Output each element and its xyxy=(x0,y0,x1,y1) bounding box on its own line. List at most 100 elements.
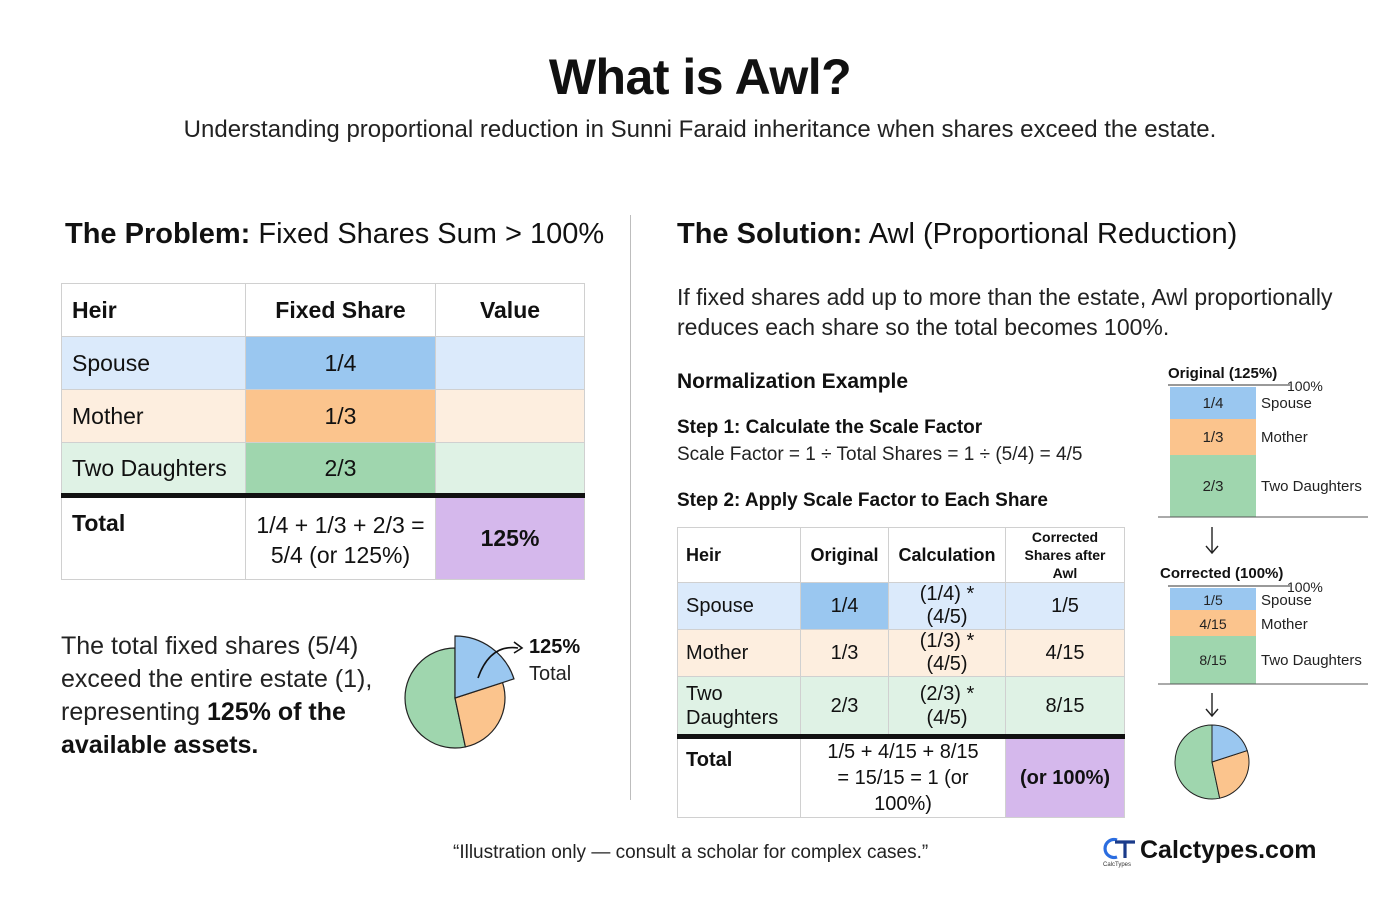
step1-title: Step 1: Calculate the Scale Factor xyxy=(677,417,983,438)
pie-slice-daughters xyxy=(404,647,467,749)
header-value: Value xyxy=(435,283,585,337)
original-cell: 2/3 xyxy=(800,676,889,737)
corrected-cell: 1/5 xyxy=(1005,582,1125,630)
total-sum: 1/4 + 1/3 + 2/3 = 5/4 (or 125%) xyxy=(245,493,436,580)
problem-description: The total fixed shares (5/4) exceed the … xyxy=(61,630,401,762)
total-sum-line1: 1/4 + 1/3 + 2/3 = xyxy=(256,512,425,538)
header-heir: Heir xyxy=(61,283,246,337)
original-bar-title: Original (125%) xyxy=(1168,365,1277,382)
arrow-head-icon xyxy=(513,641,524,654)
problem-description-bold: 125% of the available assets. xyxy=(61,698,346,759)
calc-cell: (2/3) * (4/5) xyxy=(888,676,1006,737)
original-seg-daughters-value: 2/3 xyxy=(1203,478,1224,495)
heir-cell: Two Daughters xyxy=(677,676,801,737)
corrected-seg-mother-value: 4/15 xyxy=(1199,616,1226,632)
problem-description-text: The total fixed shares (5/4) exceed the … xyxy=(61,632,373,726)
value-cell xyxy=(435,336,585,390)
pie-label-total: Total xyxy=(529,663,571,685)
header-heir: Heir xyxy=(677,527,801,583)
brand-name: Calctypes.com xyxy=(1140,836,1317,864)
problem-heading-bold: The Problem: xyxy=(65,218,251,250)
pie-slice-mother xyxy=(454,681,506,748)
original-cell: 1/3 xyxy=(800,629,889,677)
table-row: Two Daughters 2/3 xyxy=(61,442,585,496)
solution-description: If fixed shares add up to more than the … xyxy=(677,284,1333,340)
original-seg-mother xyxy=(1170,419,1256,455)
share-cell: 2/3 xyxy=(245,442,436,496)
down-arrow-head-icon xyxy=(1205,708,1219,718)
pie-label-pct: 125% xyxy=(529,636,580,658)
corrected-bar-title: Corrected (100%) xyxy=(1160,565,1283,582)
down-arrow-head-icon xyxy=(1205,545,1219,555)
total-row: Total 1/4 + 1/3 + 2/3 = 5/4 (or 125%) 12… xyxy=(61,493,585,580)
step1-formula: Scale Factor = 1 ÷ Total Shares = 1 ÷ (5… xyxy=(677,444,1083,465)
total-sum: 1/5 + 4/15 + 8/15 = 15/15 = 1 (or 100%) xyxy=(800,734,1006,818)
heir-cell: Two Daughters xyxy=(61,442,246,496)
table-row: Mother 1/3 xyxy=(61,389,585,443)
corrected-seg-daughters-value: 8/15 xyxy=(1199,652,1226,668)
original-seg-daughters-label: Two Daughters xyxy=(1261,478,1362,495)
problem-heading-rest: Fixed Shares Sum > 100% xyxy=(250,218,605,250)
corrected-seg-daughters xyxy=(1170,636,1256,684)
original-seg-spouse xyxy=(1170,387,1256,419)
corrected-seg-mother-label: Mother xyxy=(1261,616,1308,633)
heir-cell: Spouse xyxy=(677,582,801,630)
value-cell xyxy=(435,442,585,496)
original-seg-daughters xyxy=(1170,455,1256,517)
disclaimer-note: “Illustration only — consult a scholar f… xyxy=(453,842,929,863)
pie-slice-mother xyxy=(1211,749,1250,799)
solution-table: Heir Original Calculation Corrected Shar… xyxy=(677,527,1125,818)
total-sum-line2: 5/4 (or 125%) xyxy=(270,542,411,568)
table-row: Spouse 1/4 xyxy=(61,336,585,390)
calctypes-logo-icon xyxy=(1103,837,1135,860)
page-subtitle: Understanding proportional reduction in … xyxy=(183,116,1217,143)
section-divider xyxy=(630,215,631,800)
heir-cell: Spouse xyxy=(61,336,246,390)
solution-heading-rest: Awl (Proportional Reduction) xyxy=(862,218,1238,250)
normalization-bars: Original (125%) 100% 1/4 1/3 2/3 Spouse … xyxy=(1158,365,1368,800)
table-header-row: Heir Original Calculation Corrected Shar… xyxy=(677,527,1125,583)
original-seg-spouse-value: 1/4 xyxy=(1203,395,1224,412)
table-header-row: Heir Fixed Share Value xyxy=(61,283,585,337)
share-cell: 1/4 xyxy=(245,336,436,390)
corrected-cell: 8/15 xyxy=(1005,676,1125,737)
total-label: Total xyxy=(677,734,801,818)
solution-heading: The Solution: Awl (Proportional Reductio… xyxy=(677,218,1237,251)
solution-heading-bold: The Solution: xyxy=(677,218,863,250)
header-calculation: Calculation xyxy=(888,527,1006,583)
original-seg-spouse-label: Spouse xyxy=(1261,395,1312,412)
pie-slice-daughters xyxy=(1174,724,1221,800)
overflow-arrow-icon xyxy=(477,646,519,679)
brand-sub: CalcTypes xyxy=(1103,862,1132,868)
corrected-seg-daughters-label: Two Daughters xyxy=(1261,652,1362,669)
total-value: 125% xyxy=(435,493,585,580)
original-cell: 1/4 xyxy=(800,582,889,630)
value-cell xyxy=(435,389,585,443)
problem-table: Heir Fixed Share Value Spouse 1/4 Mother… xyxy=(61,283,585,580)
share-cell: 1/3 xyxy=(245,389,436,443)
total-label: Total xyxy=(61,493,246,580)
corrected-cell: 4/15 xyxy=(1005,629,1125,677)
corrected-seg-spouse-value: 1/5 xyxy=(1203,592,1223,608)
overflow-pie-chart: 125% Total xyxy=(404,635,580,749)
original-seg-mother-label: Mother xyxy=(1261,429,1308,446)
header-corrected: Corrected Shares after Awl xyxy=(1005,527,1125,583)
step2-title: Step 2: Apply Scale Factor to Each Share xyxy=(677,490,1048,511)
problem-heading: The Problem: Fixed Shares Sum > 100% xyxy=(65,218,604,251)
table-row: Mother 1/3 (1/3) * (4/5) 4/15 xyxy=(677,629,1125,677)
total-value: (or 100%) xyxy=(1005,734,1125,818)
corrected-seg-mother xyxy=(1170,610,1256,636)
heir-cell: Mother xyxy=(677,629,801,677)
pie-slice-spouse xyxy=(1211,724,1248,763)
original-100-marker: 100% xyxy=(1287,378,1323,394)
total-sum-line1: 1/5 + 4/15 + 8/15 xyxy=(827,741,979,763)
total-row: Total 1/5 + 4/15 + 8/15 = 15/15 = 1 (or … xyxy=(677,734,1125,818)
corrected-seg-spouse xyxy=(1170,588,1256,610)
total-sum-line2: = 15/15 = 1 (or 100%) xyxy=(837,767,969,815)
original-seg-mother-value: 1/3 xyxy=(1203,429,1224,446)
table-row: Spouse 1/4 (1/4) * (4/5) 1/5 xyxy=(677,582,1125,630)
header-original: Original xyxy=(800,527,889,583)
corrected-100-marker: 100% xyxy=(1287,579,1323,595)
header-fixed-share: Fixed Share xyxy=(245,283,436,337)
corrected-seg-spouse-label: Spouse xyxy=(1261,592,1312,609)
